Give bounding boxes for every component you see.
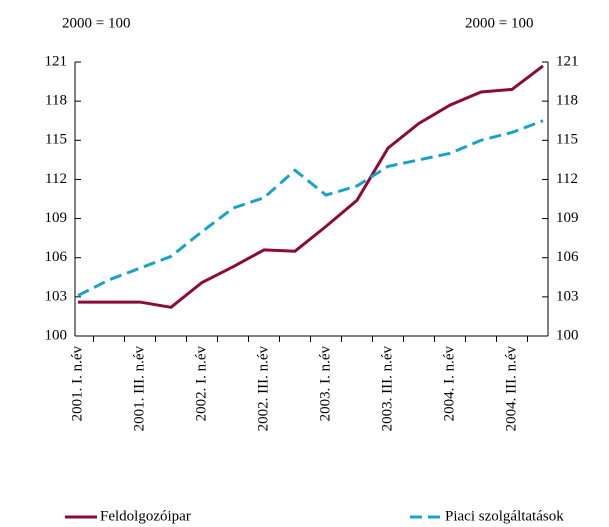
y2-tick-label: 100	[556, 327, 579, 343]
y-tick-label: 103	[45, 288, 68, 304]
y-tick-label: 118	[45, 93, 67, 109]
y-axis-label-right: 2000 = 100	[465, 15, 533, 31]
legend-label: Feldolgozóipar	[100, 508, 191, 524]
y2-tick-label: 121	[556, 53, 579, 69]
y2-tick-label: 103	[556, 288, 579, 304]
y-tick-label: 121	[45, 53, 68, 69]
legend-label: Piaci szolgáltatások	[445, 508, 564, 524]
y2-tick-label: 109	[556, 210, 579, 226]
x-tick-label: 2004. III. n.év	[503, 346, 519, 432]
y2-tick-label: 115	[556, 132, 578, 148]
y-tick-label: 115	[45, 132, 67, 148]
y-tick-label: 106	[45, 249, 68, 265]
x-tick-label: 2003. III. n.év	[379, 346, 395, 432]
y-axis-label-left: 2000 = 100	[62, 15, 130, 31]
y-tick-label: 112	[45, 171, 67, 187]
y-tick-label: 109	[45, 210, 68, 226]
x-tick-label: 2004. I. n.év	[441, 346, 457, 422]
x-tick-label: 2001. III. n.év	[131, 346, 147, 432]
y2-tick-label: 106	[556, 249, 579, 265]
series-line	[78, 64, 544, 309]
y2-tick-label: 118	[556, 93, 578, 109]
series-line	[77, 119, 544, 297]
x-tick-label: 2001. I. n.év	[69, 346, 85, 422]
x-tick-label: 2002. III. n.év	[255, 346, 271, 432]
x-tick-label: 2003. I. n.év	[317, 346, 333, 422]
x-tick-label: 2002. I. n.év	[193, 346, 209, 422]
y-tick-label: 100	[45, 327, 68, 343]
y2-tick-label: 112	[556, 171, 578, 187]
